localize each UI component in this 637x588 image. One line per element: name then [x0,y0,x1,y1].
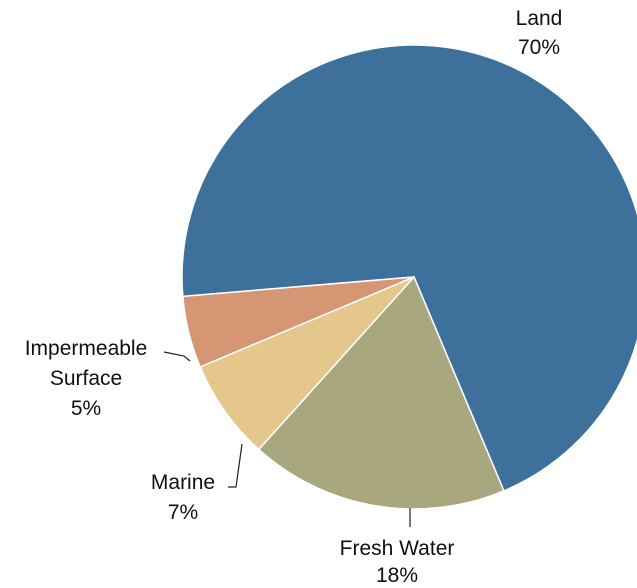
label-fresh-water: Fresh Water [340,537,455,560]
leader-line-marine [228,443,243,488]
label-impermeable-surface-line1: Impermeable [25,337,148,360]
pie-slice-fresh-water [257,275,505,510]
leader-line-impermeable-surface [163,351,191,362]
label-land: Land [516,7,563,30]
pie-slice-impermeable-surface [181,276,415,368]
label-fresh-water-percent: 18% [376,564,418,587]
pie-slice-land [181,44,637,492]
pie-slices [181,44,637,510]
label-marine-percent: 7% [168,501,198,524]
label-impermeable-surface-line2: Surface [50,367,122,390]
pie-slice-marine [199,276,415,451]
label-land-percent: 70% [518,36,560,59]
label-impermeable-surface-percent: 5% [71,397,101,420]
label-marine: Marine [151,471,215,494]
